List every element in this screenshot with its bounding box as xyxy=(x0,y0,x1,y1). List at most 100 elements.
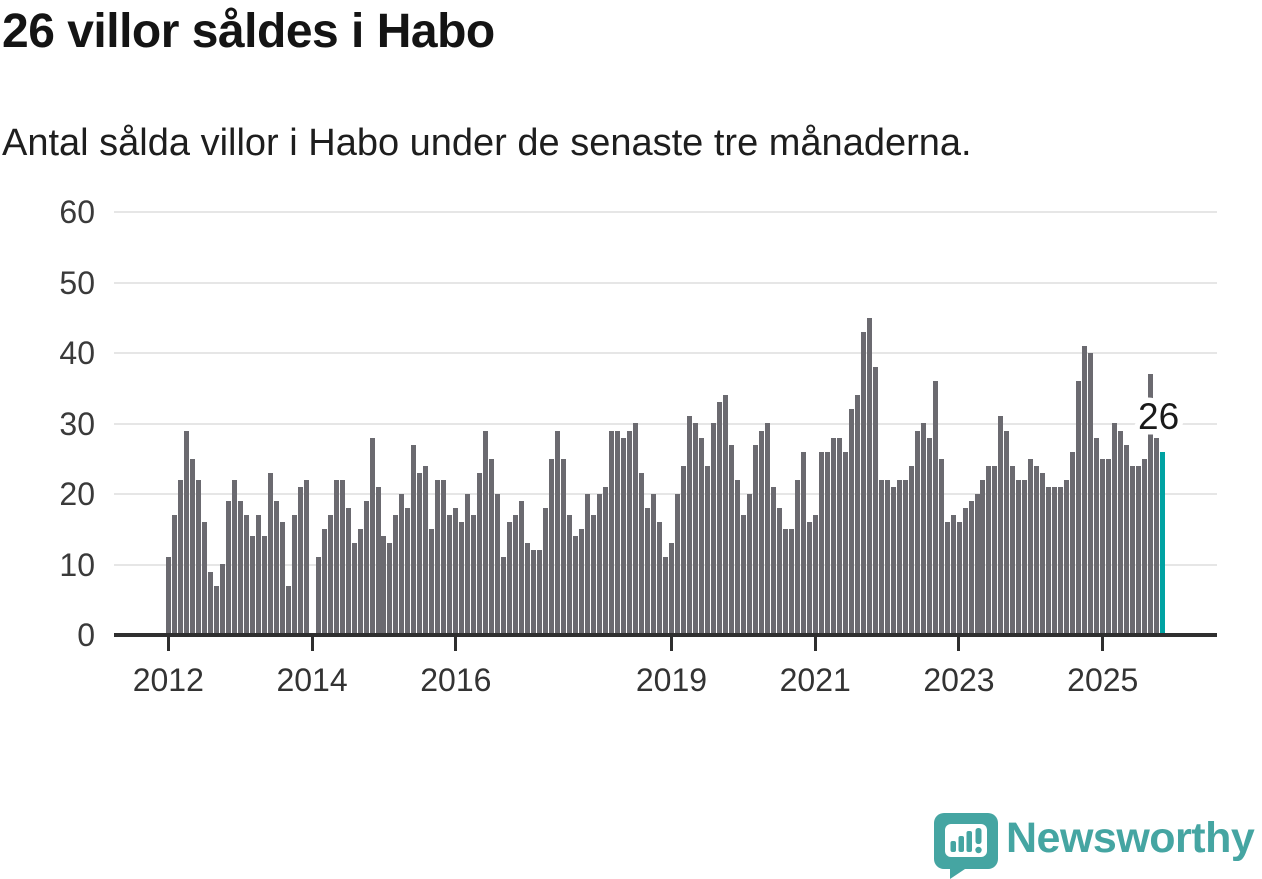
bar xyxy=(297,487,303,635)
bar xyxy=(429,529,435,635)
bar xyxy=(1094,438,1100,635)
bar xyxy=(944,522,950,635)
bar xyxy=(1028,459,1034,635)
x-axis-tick-2016 xyxy=(454,637,458,651)
bar xyxy=(543,508,549,635)
bar xyxy=(441,480,447,635)
bar xyxy=(974,494,980,635)
bar xyxy=(387,543,393,635)
last-value-halo: 26 xyxy=(1132,392,1184,441)
bar xyxy=(866,318,872,635)
bar xyxy=(962,508,968,635)
bar xyxy=(531,550,537,635)
bar xyxy=(639,473,644,635)
bar xyxy=(615,431,620,635)
bar xyxy=(980,480,986,635)
bar xyxy=(836,438,842,635)
bar xyxy=(357,529,363,635)
bar xyxy=(495,494,501,635)
bar xyxy=(507,522,513,635)
bar xyxy=(567,515,573,635)
y-axis-label-20: 20 xyxy=(59,476,95,512)
bar xyxy=(902,480,908,635)
bar xyxy=(321,529,327,635)
bar xyxy=(207,572,213,635)
bar xyxy=(417,473,423,635)
bar xyxy=(716,402,722,635)
bar xyxy=(609,431,615,635)
x-axis-label-2012: 2012 xyxy=(132,662,204,698)
bar xyxy=(794,480,800,635)
bar xyxy=(740,515,746,635)
bar xyxy=(1100,459,1106,635)
bar xyxy=(818,452,824,635)
bar xyxy=(375,487,381,635)
bar xyxy=(722,395,728,635)
bar xyxy=(872,367,878,635)
bar xyxy=(1052,487,1058,635)
bar xyxy=(333,480,339,635)
bar xyxy=(519,501,525,635)
bar xyxy=(686,416,692,635)
bar xyxy=(621,438,626,635)
bar xyxy=(651,494,656,635)
y-axis-label-30: 30 xyxy=(59,405,95,442)
bar xyxy=(633,423,638,635)
bar xyxy=(1022,480,1028,635)
bar xyxy=(920,423,926,635)
bar xyxy=(710,423,716,635)
bar xyxy=(854,395,860,635)
bar xyxy=(645,508,650,635)
bar xyxy=(848,409,854,635)
bar xyxy=(303,480,309,635)
bar xyxy=(189,459,195,635)
bar xyxy=(1016,480,1022,635)
bar xyxy=(1154,438,1160,635)
x-axis-tick-2023 xyxy=(957,637,961,651)
bar xyxy=(231,480,237,635)
bar xyxy=(860,332,866,635)
bar xyxy=(1082,346,1088,635)
bar xyxy=(555,431,561,635)
bar xyxy=(1130,466,1136,635)
chart-title: 26 villor såldes i Habo xyxy=(2,5,495,58)
bar xyxy=(1004,431,1010,635)
last-value-text: 26 xyxy=(1138,396,1180,437)
y-axis-label-10: 10 xyxy=(59,546,95,583)
bar xyxy=(213,586,219,635)
bar xyxy=(938,459,944,635)
bar xyxy=(692,423,698,635)
bar xyxy=(704,466,710,635)
bar xyxy=(237,501,243,635)
x-axis-tick-2021 xyxy=(813,637,817,651)
bar xyxy=(405,508,411,635)
x-axis-label-2023: 2023 xyxy=(923,662,995,698)
bar xyxy=(1148,374,1154,635)
bar xyxy=(195,480,201,635)
bar xyxy=(453,508,459,635)
bar xyxy=(171,515,177,635)
bar xyxy=(225,501,231,635)
bar xyxy=(734,480,740,635)
bar xyxy=(1034,466,1040,635)
y-axis-label-50: 50 xyxy=(59,264,95,301)
highlight-bar xyxy=(1160,452,1166,635)
x-axis-label-2019: 2019 xyxy=(635,662,708,698)
bar xyxy=(926,438,932,635)
x-axis-label-2014: 2014 xyxy=(276,662,348,698)
bar xyxy=(483,431,489,635)
y-axis-label-60: 60 xyxy=(59,194,95,230)
bar xyxy=(824,452,830,635)
bar xyxy=(986,466,992,635)
bar xyxy=(806,522,812,635)
bar xyxy=(998,416,1004,635)
bar xyxy=(399,494,405,635)
bar xyxy=(992,466,998,635)
bar xyxy=(890,487,896,635)
bar xyxy=(291,515,297,635)
bar xyxy=(243,515,249,635)
newsworthy-brand: Newsworthy xyxy=(930,810,1262,879)
bar xyxy=(776,508,782,635)
bar xyxy=(1106,459,1112,635)
bar xyxy=(752,445,758,635)
